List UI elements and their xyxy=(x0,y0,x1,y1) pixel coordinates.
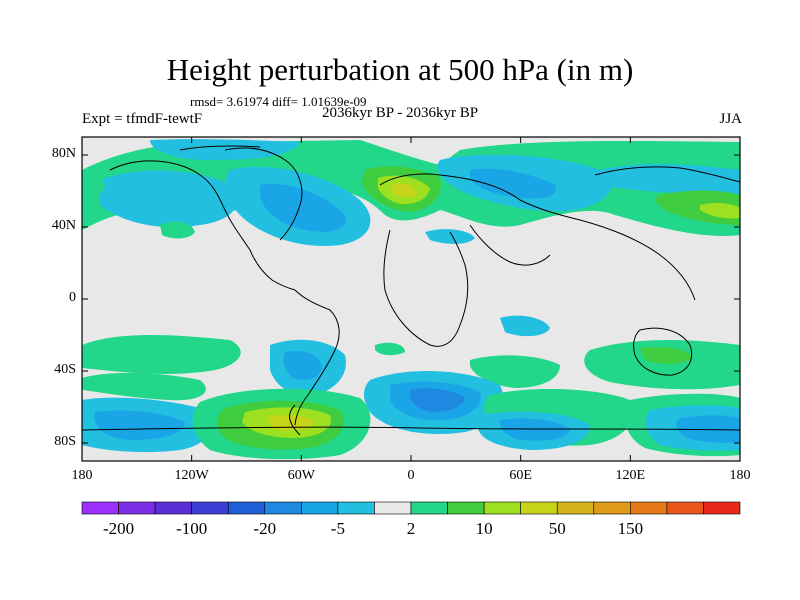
colorbar-swatch xyxy=(374,501,412,515)
colorbar-label: 50 xyxy=(548,519,566,538)
map-title: Height perturbation at 500 hPa (in m) xyxy=(166,52,634,87)
contour-region xyxy=(584,340,740,390)
lat-tick-label: 80S xyxy=(54,434,76,449)
period-label: 2036kyr BP - 2036kyr BP xyxy=(322,105,479,121)
contour-region xyxy=(268,414,315,431)
lon-tick-label: 60W xyxy=(287,468,315,483)
lon-tick-label: 180 xyxy=(71,468,93,483)
experiment-label: Expt = tfmdF-tewtF xyxy=(82,111,203,127)
lat-tick-label: 40N xyxy=(51,218,76,233)
colorbar-label: 2 xyxy=(406,519,416,538)
contour-region xyxy=(160,221,195,239)
contour-region xyxy=(409,388,465,412)
contour-region xyxy=(499,418,570,441)
contour-region xyxy=(425,229,475,244)
lon-tick-label: 120W xyxy=(174,468,209,483)
colorbar-swatch xyxy=(556,501,595,515)
colorbar-swatch xyxy=(630,501,668,515)
lon-tick-label: 0 xyxy=(407,468,415,483)
contour-region xyxy=(100,170,238,228)
lon-tick-label: 180 xyxy=(729,468,751,483)
lat-tick-label: 40S xyxy=(54,362,76,377)
coastlines xyxy=(82,145,740,436)
height-field xyxy=(82,137,740,461)
colorbar-swatch xyxy=(520,501,558,515)
colorbar-swatch xyxy=(410,501,448,515)
contour-region xyxy=(260,184,346,232)
colorbar-swatch xyxy=(337,501,375,515)
contour-region xyxy=(283,350,322,380)
season-label: JJA xyxy=(719,111,742,127)
contour-region xyxy=(82,174,105,197)
colorbar-swatch xyxy=(191,501,229,515)
stats-label: rmsd= 3.61974 diff= 1.01639e-09 xyxy=(190,94,367,109)
contour-region xyxy=(500,315,550,337)
colorbar-label: -100 xyxy=(176,519,208,538)
lon-ticks xyxy=(81,137,741,461)
contour-region xyxy=(392,183,418,198)
colorbar-label: 10 xyxy=(475,519,493,538)
contour-region xyxy=(375,342,405,356)
colorbar-swatch xyxy=(154,501,192,515)
colorbar-swatch xyxy=(118,501,156,515)
contour-region xyxy=(470,168,556,199)
lat-ticks xyxy=(82,154,740,444)
lon-tick-label: 120E xyxy=(615,468,646,483)
contour-region xyxy=(598,164,740,195)
colorbar-swatch xyxy=(666,501,704,515)
colorbar-swatch xyxy=(593,501,631,515)
colorbar-swatch xyxy=(483,501,521,515)
lon-tick-label: 60E xyxy=(509,468,532,483)
colorbar-label: 150 xyxy=(617,519,644,538)
colorbar-swatch xyxy=(301,501,339,515)
contour-region xyxy=(94,410,185,440)
colorbar-swatch xyxy=(447,501,485,515)
colorbar-swatch xyxy=(227,501,266,515)
contour-region xyxy=(640,347,692,364)
contour-region xyxy=(82,372,206,401)
colorbar-swatch xyxy=(264,501,302,515)
colorbar-swatch xyxy=(703,501,741,515)
contour-region xyxy=(470,355,560,388)
colorbar-label: -200 xyxy=(102,519,135,538)
colorbar xyxy=(81,501,741,515)
contour-region xyxy=(700,202,740,219)
colorbar-label: -20 xyxy=(253,519,277,538)
colorbar-swatch xyxy=(81,501,119,515)
lat-tick-label: 80N xyxy=(51,146,76,161)
colorbar-label: -5 xyxy=(330,519,345,538)
contour-region xyxy=(676,415,740,443)
lat-tick-label: 0 xyxy=(69,290,76,305)
contour-region xyxy=(82,335,241,374)
